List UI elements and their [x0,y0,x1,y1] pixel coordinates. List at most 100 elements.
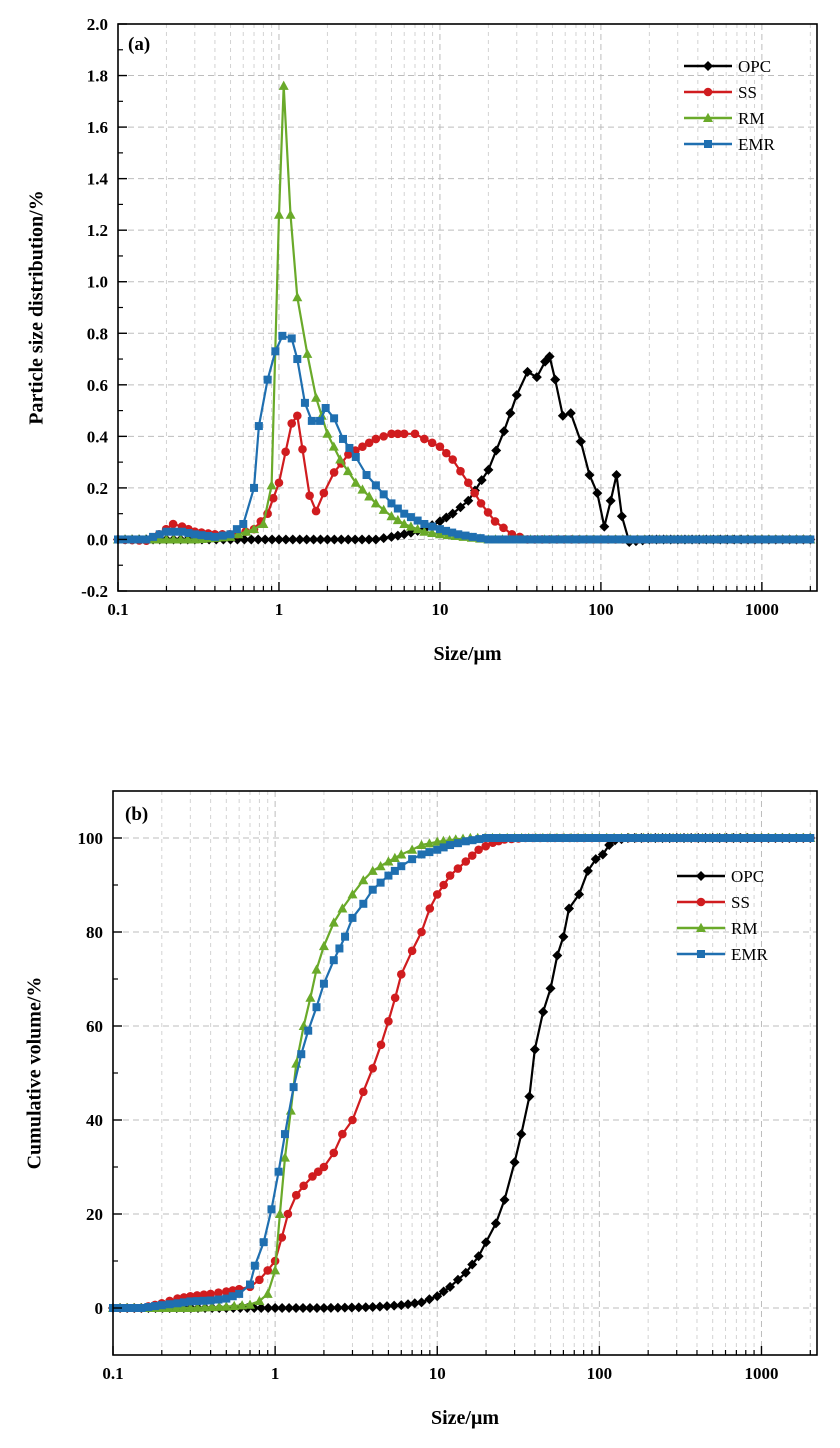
data-point-rm [427,527,438,538]
data-point-emr [806,535,815,544]
data-point-emr [319,979,328,988]
data-point-emr [425,848,434,857]
data-point-emr [435,525,444,534]
data-point-emr [720,834,729,842]
data-point-ss [274,478,284,488]
data-point-emr [461,531,470,540]
data-point-ss [417,927,426,937]
data-point-emr [503,834,512,842]
data-point-rm [328,441,339,451]
data-point-emr [359,899,368,908]
data-point-opc [325,1302,336,1313]
data-point-rm [278,80,289,90]
data-point-emr [806,834,815,842]
data-point-opc [582,865,593,876]
data-point-rm [237,1300,248,1310]
panel-a-legend-entry-ss: SS [684,83,757,102]
data-point-opc [329,534,340,545]
data-point-emr [588,834,597,842]
data-point-opc [357,534,368,545]
data-point-rm [424,838,435,848]
data-point-emr [206,1296,215,1305]
data-point-opc [550,374,561,385]
data-point-ss [319,488,329,498]
data-point-opc [558,931,569,942]
y-tick-label: 0.0 [87,530,108,549]
data-point-rm [241,526,252,536]
data-point-emr [454,530,463,539]
data-point-rm [412,523,423,534]
data-point-emr [387,499,396,508]
data-point-ss [329,1148,339,1158]
data-point-opc [350,534,361,545]
data-point-emr [439,843,448,852]
data-point-ss [313,1167,323,1176]
data-point-ss [222,1287,231,1296]
data-point-opc [460,1267,471,1278]
data-point-ss [463,478,473,488]
x-tick-label: 1 [271,1364,280,1383]
data-point-emr [624,834,633,842]
data-point-emr [390,866,399,875]
data-point-opc [382,1301,393,1312]
panel-a-chart: 0.1 1 10 100 1000 -0.2 0.0 0.2 0.4 0.6 0.8 1.0 1.2 1.… [26,15,818,665]
data-point-opc [434,516,445,527]
data-point-emr [428,522,437,531]
data-point-emr [757,535,766,544]
data-point-emr [512,535,521,544]
series-emr [114,331,815,544]
legend-symbol-ss [703,87,713,97]
data-point-ss [461,857,471,866]
data-point-ss [329,468,339,477]
panel-a-legend: OPC SS RM EMR [684,57,776,154]
data-point-opc [529,1044,540,1055]
panel-b-legend-label-ss: SS [731,893,750,912]
data-point-ss [467,851,477,860]
legend-marker-rm [696,922,706,932]
data-point-opc [564,903,575,914]
data-point-emr [413,516,422,525]
data-point-rm [189,534,200,544]
data-point-emr [633,535,642,544]
data-point-emr [691,834,700,842]
data-point-opc [584,470,595,481]
data-point-opc [432,1291,443,1302]
data-point-opc [308,534,319,545]
data-point-emr [735,535,744,544]
x-tick-label: 0.1 [102,1364,123,1383]
data-point-emr [618,535,627,544]
data-point-opc [599,521,610,532]
data-point-emr [496,834,505,842]
data-point-emr [728,535,737,544]
data-point-emr [228,1292,237,1301]
data-point-opc [273,534,284,545]
data-point-opc [531,372,542,383]
data-point-opc [339,1302,350,1313]
data-point-emr [384,871,393,880]
data-point-rm [266,480,277,490]
data-point-emr [547,535,556,544]
data-point-emr [713,834,722,842]
data-point-emr [524,834,533,842]
data-point-emr [785,535,794,544]
data-point-rm [337,903,348,913]
data-point-emr [142,535,151,544]
data-point-opc [294,534,305,545]
data-point-emr [699,535,708,544]
data-point-rm [192,1302,203,1312]
data-point-emr [743,535,752,544]
data-point-emr [526,535,535,544]
data-point-rm [389,852,400,862]
data-point-opc [509,1157,520,1168]
data-point-emr [670,535,679,544]
data-point-rm [342,465,353,476]
legend-marker-opc [696,871,706,881]
data-point-emr [351,452,360,461]
data-point-opc [332,1302,343,1313]
legend-marker-rm [703,112,713,122]
data-point-emr [348,913,357,922]
data-point-opc [605,495,616,506]
data-point-ss [387,429,396,439]
data-point-ss [476,499,486,508]
data-point-emr [589,535,598,544]
